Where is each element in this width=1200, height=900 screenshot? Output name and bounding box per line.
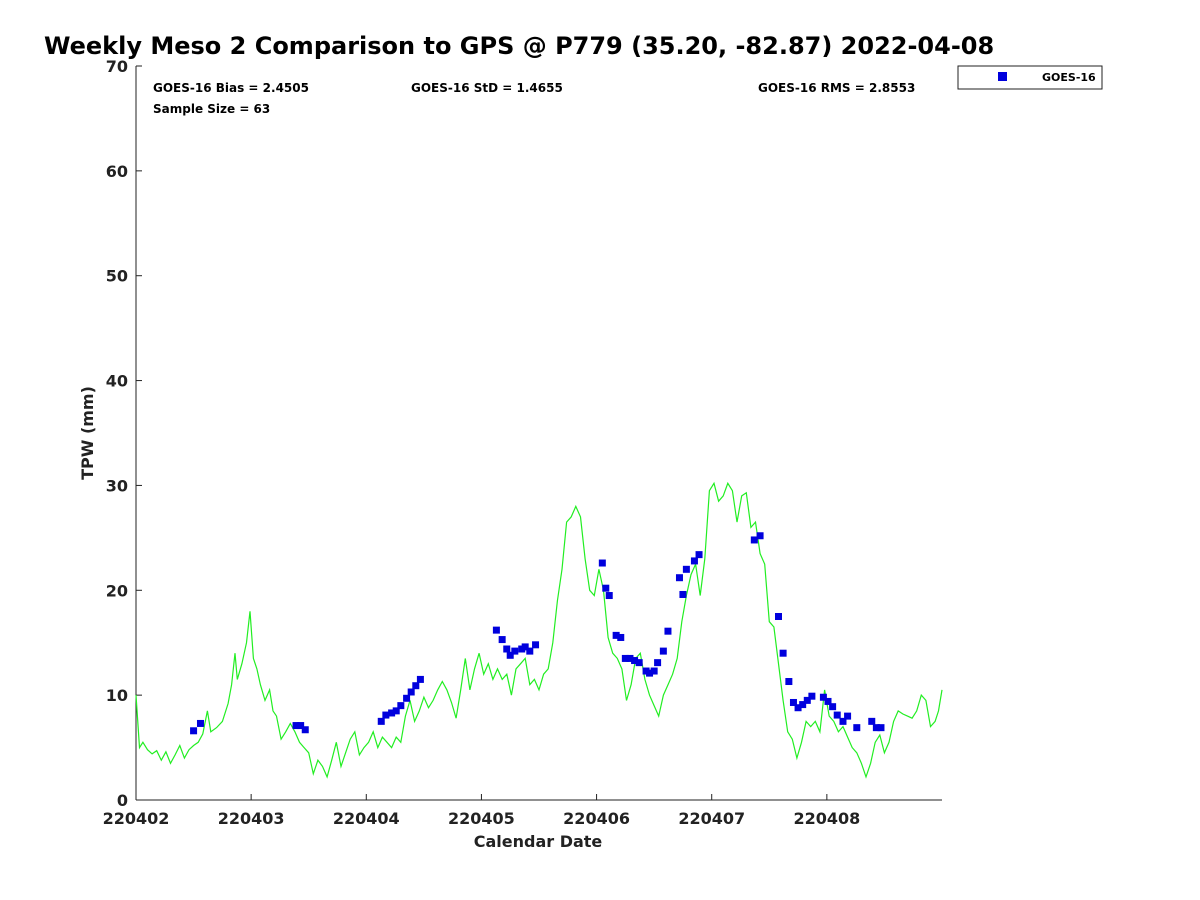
goes16-point bbox=[799, 701, 807, 709]
goes16-point bbox=[397, 702, 405, 710]
stat-sample-size: Sample Size = 63 bbox=[153, 102, 270, 116]
goes16-point bbox=[654, 659, 662, 667]
y-tick-label: 70 bbox=[106, 57, 128, 76]
goes16-point bbox=[602, 584, 610, 592]
plot-background bbox=[136, 66, 942, 800]
goes16-point bbox=[664, 627, 672, 635]
goes16-point bbox=[868, 717, 876, 725]
goes16-point bbox=[756, 532, 764, 540]
goes16-point bbox=[646, 669, 654, 677]
goes16-point bbox=[635, 659, 643, 667]
x-tick-label: 220408 bbox=[793, 809, 860, 828]
goes16-point bbox=[511, 647, 519, 655]
y-tick-label: 60 bbox=[106, 162, 128, 181]
goes16-point bbox=[626, 654, 634, 662]
goes16-point bbox=[612, 631, 620, 639]
goes16-point bbox=[407, 688, 415, 696]
goes16-point bbox=[774, 613, 782, 620]
y-tick-label: 20 bbox=[106, 581, 128, 600]
x-tick-label: 220402 bbox=[103, 809, 170, 828]
stat-bias: GOES-16 Bias = 2.4505 bbox=[153, 81, 309, 95]
goes16-point bbox=[503, 645, 511, 653]
legend-box bbox=[957, 65, 1103, 90]
goes16-point bbox=[416, 675, 424, 683]
goes16-point bbox=[631, 657, 639, 665]
goes16-point bbox=[492, 626, 500, 634]
goes16-point bbox=[750, 536, 758, 544]
goes16-point bbox=[377, 717, 385, 725]
goes16-point bbox=[621, 654, 629, 662]
goes16-point bbox=[853, 724, 861, 732]
goes16-point bbox=[872, 724, 880, 732]
gps-tpw-line bbox=[135, 481, 943, 779]
legend: GOES-16 bbox=[957, 65, 1103, 90]
x-tick-label: 220407 bbox=[678, 809, 745, 828]
stat-std: GOES-16 StD = 1.4655 bbox=[411, 81, 563, 95]
y-tick-label: 50 bbox=[106, 267, 128, 286]
goes16-point bbox=[829, 703, 837, 711]
goes16-point bbox=[382, 711, 390, 719]
stat-rms: GOES-16 RMS = 2.8553 bbox=[758, 81, 915, 95]
goes16-point bbox=[877, 724, 885, 732]
goes16-point bbox=[844, 712, 852, 720]
goes16-point bbox=[392, 707, 400, 715]
goes16-point bbox=[650, 667, 658, 675]
goes16-point bbox=[297, 722, 305, 730]
y-axis-label: TPW (mm) bbox=[78, 386, 97, 480]
y-tick-label: 0 bbox=[117, 791, 128, 810]
goes16-point bbox=[695, 551, 703, 559]
goes16-point bbox=[779, 649, 787, 657]
goes16-point bbox=[532, 641, 540, 649]
y-tick-label: 40 bbox=[106, 372, 128, 391]
goes16-point bbox=[819, 693, 827, 701]
goes16-point bbox=[839, 717, 847, 725]
goes16-point bbox=[617, 633, 625, 641]
chart-title: Weekly Meso 2 Comparison to GPS @ P779 (… bbox=[44, 32, 994, 60]
legend-marker-goes16 bbox=[998, 72, 1007, 81]
goes16-point bbox=[388, 709, 396, 717]
goes16-point bbox=[824, 697, 832, 705]
goes16-point bbox=[833, 711, 841, 719]
goes16-point bbox=[679, 590, 687, 598]
goes16-point bbox=[196, 719, 204, 727]
goes16-point bbox=[412, 682, 420, 690]
goes16-point bbox=[605, 592, 613, 600]
goes16-point bbox=[526, 647, 534, 655]
goes16-point bbox=[789, 698, 797, 706]
y-tick-label: 10 bbox=[106, 686, 128, 705]
x-tick-label: 220403 bbox=[218, 809, 285, 828]
goes16-point bbox=[403, 694, 411, 702]
goes16-point bbox=[292, 722, 300, 730]
y-tick-label: 30 bbox=[106, 476, 128, 495]
goes16-point bbox=[598, 559, 606, 567]
goes16-point bbox=[808, 692, 816, 700]
goes16-point bbox=[794, 704, 802, 712]
goes16-point bbox=[659, 647, 667, 655]
goes16-point bbox=[682, 565, 690, 573]
goes16-point bbox=[690, 557, 698, 565]
x-axis-label: Calendar Date bbox=[474, 832, 603, 851]
goes16-point bbox=[803, 696, 811, 704]
goes16-point bbox=[190, 727, 198, 735]
x-tick-label: 220405 bbox=[448, 809, 515, 828]
goes16-point bbox=[506, 651, 514, 659]
goes16-point bbox=[521, 643, 529, 651]
goes16-point bbox=[498, 636, 506, 644]
x-tick-label: 220404 bbox=[333, 809, 400, 828]
goes16-point bbox=[301, 726, 309, 734]
goes16-point bbox=[785, 678, 793, 686]
legend-label-goes16: GOES-16 bbox=[1042, 71, 1096, 84]
goes16-point bbox=[675, 574, 683, 582]
x-tick-label: 220406 bbox=[563, 809, 630, 828]
